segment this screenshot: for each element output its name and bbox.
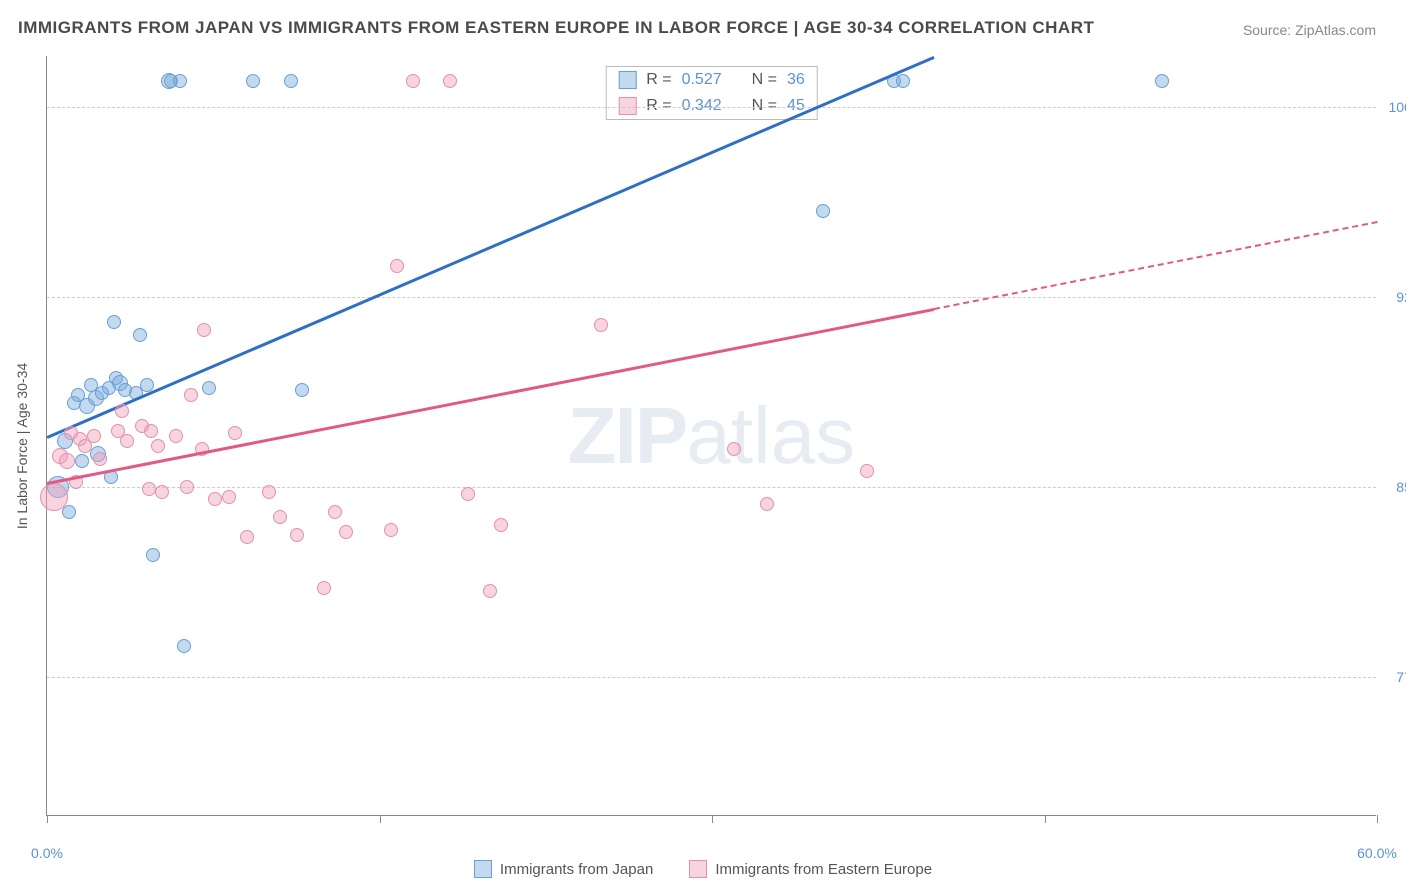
legend-n-label: N = bbox=[752, 71, 777, 89]
data-point-eeur bbox=[860, 464, 874, 478]
chart-title: IMMIGRANTS FROM JAPAN VS IMMIGRANTS FROM… bbox=[18, 18, 1094, 38]
x-tick bbox=[380, 815, 381, 823]
data-point-eeur bbox=[406, 74, 420, 88]
legend-swatch-japan bbox=[474, 860, 492, 878]
legend-stats-row-japan: R = 0.527 N = 36 bbox=[606, 67, 817, 93]
data-point-japan bbox=[75, 454, 89, 468]
trend-line-eeur bbox=[47, 308, 934, 484]
legend-r-value-japan: 0.527 bbox=[682, 71, 722, 89]
legend-label-eeur: Immigrants from Eastern Europe bbox=[715, 861, 932, 878]
legend-swatch-eeur bbox=[689, 860, 707, 878]
data-point-eeur bbox=[273, 510, 287, 524]
data-point-eeur bbox=[384, 523, 398, 537]
data-point-eeur bbox=[461, 487, 475, 501]
data-point-eeur bbox=[240, 530, 254, 544]
data-point-eeur bbox=[151, 439, 165, 453]
gridline bbox=[47, 107, 1376, 108]
data-point-eeur bbox=[443, 74, 457, 88]
data-point-eeur bbox=[594, 318, 608, 332]
gridline bbox=[47, 297, 1376, 298]
data-point-eeur bbox=[59, 453, 75, 469]
legend-n-value-japan: 36 bbox=[787, 71, 805, 89]
data-point-eeur bbox=[169, 429, 183, 443]
legend-bottom: Immigrants from Japan Immigrants from Eas… bbox=[0, 860, 1406, 882]
data-point-eeur bbox=[144, 424, 158, 438]
x-tick-label: 60.0% bbox=[1357, 845, 1397, 861]
trend-line-japan bbox=[47, 56, 935, 438]
legend-item-japan: Immigrants from Japan bbox=[474, 860, 653, 878]
y-tick-label: 100.0% bbox=[1389, 99, 1406, 115]
x-tick bbox=[47, 815, 48, 823]
y-axis-label: In Labor Force | Age 30-34 bbox=[14, 363, 30, 529]
data-point-eeur bbox=[727, 442, 741, 456]
data-point-eeur bbox=[262, 485, 276, 499]
data-point-eeur bbox=[40, 483, 68, 511]
data-point-eeur bbox=[328, 505, 342, 519]
watermark: ZIPatlas bbox=[568, 390, 855, 482]
data-point-eeur bbox=[155, 485, 169, 499]
gridline bbox=[47, 677, 1376, 678]
data-point-eeur bbox=[184, 388, 198, 402]
legend-label-japan: Immigrants from Japan bbox=[500, 861, 653, 878]
data-point-japan bbox=[146, 548, 160, 562]
data-point-eeur bbox=[93, 452, 107, 466]
data-point-eeur bbox=[87, 429, 101, 443]
data-point-japan bbox=[896, 74, 910, 88]
data-point-eeur bbox=[197, 323, 211, 337]
data-point-japan bbox=[173, 74, 187, 88]
data-point-japan bbox=[1155, 74, 1169, 88]
data-point-japan bbox=[177, 639, 191, 653]
data-point-eeur bbox=[120, 434, 134, 448]
data-point-japan bbox=[816, 204, 830, 218]
data-point-eeur bbox=[222, 490, 236, 504]
data-point-japan bbox=[107, 315, 121, 329]
data-point-eeur bbox=[142, 482, 156, 496]
data-point-eeur bbox=[390, 259, 404, 273]
legend-r-label: R = bbox=[646, 71, 671, 89]
source-name: ZipAtlas.com bbox=[1295, 22, 1376, 38]
data-point-eeur bbox=[208, 492, 222, 506]
data-point-japan bbox=[202, 381, 216, 395]
data-point-japan bbox=[246, 74, 260, 88]
data-point-japan bbox=[62, 505, 76, 519]
y-tick-label: 92.5% bbox=[1396, 289, 1406, 305]
source-attribution: Source: ZipAtlas.com bbox=[1243, 22, 1376, 38]
data-point-eeur bbox=[180, 480, 194, 494]
data-point-eeur bbox=[760, 497, 774, 511]
y-tick-label: 85.0% bbox=[1396, 479, 1406, 495]
data-point-japan bbox=[295, 383, 309, 397]
data-point-eeur bbox=[483, 584, 497, 598]
data-point-eeur bbox=[290, 528, 304, 542]
data-point-japan bbox=[284, 74, 298, 88]
x-tick-label: 0.0% bbox=[31, 845, 63, 861]
source-prefix: Source: bbox=[1243, 22, 1295, 38]
data-point-eeur bbox=[228, 426, 242, 440]
x-tick bbox=[712, 815, 713, 823]
legend-swatch-japan bbox=[618, 71, 636, 89]
x-tick bbox=[1045, 815, 1046, 823]
legend-stats-box: R =0.527N =36R =0.342N =45 bbox=[605, 66, 818, 120]
data-point-eeur bbox=[494, 518, 508, 532]
data-point-japan bbox=[133, 328, 147, 342]
x-tick bbox=[1377, 815, 1378, 823]
data-point-eeur bbox=[115, 404, 129, 418]
data-point-eeur bbox=[317, 581, 331, 595]
legend-item-eeur: Immigrants from Eastern Europe bbox=[689, 860, 932, 878]
data-point-eeur bbox=[339, 525, 353, 539]
chart-plot-area: ZIPatlas R =0.527N =36R =0.342N =45 77.5… bbox=[46, 56, 1376, 816]
gridline bbox=[47, 487, 1376, 488]
y-tick-label: 77.5% bbox=[1396, 669, 1406, 685]
